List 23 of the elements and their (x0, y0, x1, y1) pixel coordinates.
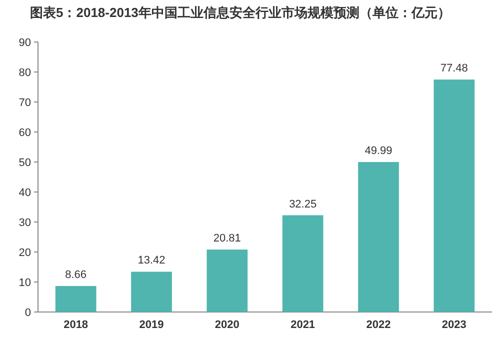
data-label: 32.25 (289, 198, 317, 210)
ytick: 70 (18, 97, 31, 109)
ytick: 50 (18, 157, 31, 169)
xtick: 2019 (139, 319, 164, 331)
xtick: 2018 (64, 319, 88, 331)
title: 图表5：2018-2013年中国工业信息安全行业市场规模预测（单位：亿元） (30, 4, 452, 21)
ytick: 90 (18, 37, 31, 49)
data-label: 8.66 (65, 269, 87, 282)
data-label: 13.42 (138, 254, 166, 267)
ytick: 30 (18, 217, 31, 229)
ytick: 60 (18, 127, 31, 139)
xtick: 2022 (366, 319, 391, 331)
ytick: 0 (24, 307, 31, 319)
ytick: 40 (18, 187, 31, 199)
data-label: 20.81 (213, 232, 241, 245)
ytick: 10 (18, 277, 31, 289)
ytick: 20 (18, 247, 31, 259)
ytick: 80 (18, 67, 31, 79)
xtick: 2021 (290, 319, 316, 331)
data-label: 77.48 (440, 62, 468, 75)
xtick: 2020 (214, 319, 240, 331)
data-label: 49.99 (364, 145, 392, 158)
xtick: 2023 (442, 319, 466, 331)
